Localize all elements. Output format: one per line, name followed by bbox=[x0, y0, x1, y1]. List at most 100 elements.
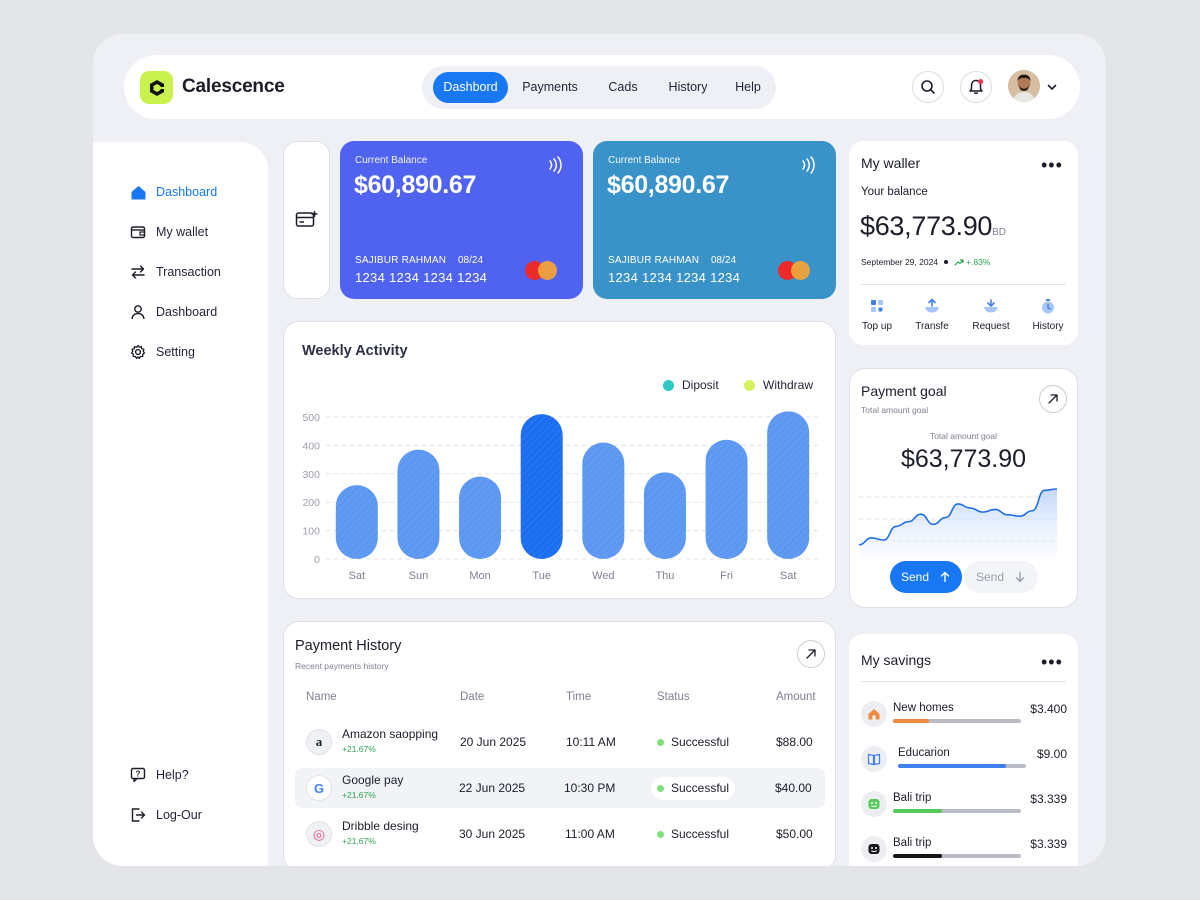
nav-payments[interactable]: Payments bbox=[522, 80, 578, 94]
arrow-up-right-icon bbox=[806, 649, 816, 659]
help-link[interactable]: ? Help? bbox=[129, 764, 189, 786]
book-icon bbox=[861, 746, 887, 772]
my-savings-panel: My savings ••• New homes $3.400 Educario… bbox=[849, 634, 1078, 866]
payment-history-panel: Payment History Recent payments history … bbox=[283, 621, 836, 866]
sidebar-item-transaction[interactable]: Transaction bbox=[129, 261, 221, 283]
savings-item[interactable]: New homes $3.400 bbox=[861, 696, 1067, 736]
nav-dashboard[interactable]: Dashbord bbox=[433, 72, 508, 103]
brand-logo-icon[interactable] bbox=[140, 71, 173, 104]
wallet-change: +.83% bbox=[966, 257, 991, 267]
divider bbox=[861, 284, 1066, 285]
history-action[interactable]: History bbox=[1022, 297, 1074, 332]
status-dot bbox=[657, 830, 664, 838]
table-row[interactable]: a Amazon saopping +21.67% 20 Jun 2025 10… bbox=[295, 722, 825, 762]
more-options-icon[interactable]: ••• bbox=[1041, 155, 1063, 175]
status-dot bbox=[657, 784, 664, 792]
chevron-down-icon[interactable] bbox=[1046, 80, 1058, 98]
google-logo-icon: G bbox=[306, 775, 332, 801]
search-button[interactable] bbox=[912, 71, 944, 103]
request-action[interactable]: Request bbox=[965, 297, 1017, 332]
savings-progress-fill bbox=[893, 719, 929, 723]
bar-texture bbox=[397, 449, 440, 559]
bar-texture bbox=[520, 414, 563, 559]
payment-date: 22 Jun 2025 bbox=[459, 781, 526, 795]
savings-name: Bali trip bbox=[893, 837, 932, 849]
weekly-activity-panel: Weekly Activity Diposit Withdraw 0 100 200… bbox=[283, 321, 836, 599]
sidebar-item-dashboard[interactable]: Dashboard bbox=[129, 181, 217, 203]
legend-withdraw: Withdraw bbox=[744, 378, 813, 392]
status-label: Successful bbox=[671, 735, 730, 749]
savings-amount: $3.339 bbox=[1030, 792, 1067, 806]
open-goal-button[interactable] bbox=[1039, 385, 1067, 413]
arrow-up-icon bbox=[940, 571, 950, 583]
bank-card-2[interactable]: Current Balance $60,890.67 SAJIBUR RAHMA… bbox=[593, 141, 836, 299]
logout-link[interactable]: Log-Our bbox=[129, 804, 202, 826]
savings-amount: $9.00 bbox=[1036, 747, 1067, 761]
y-tick-label: 0 bbox=[314, 554, 320, 566]
savings-progress bbox=[893, 719, 1021, 723]
column-status: Status bbox=[657, 691, 690, 703]
x-tick-label: Fri bbox=[720, 570, 733, 582]
notifications-button[interactable] bbox=[960, 71, 992, 103]
receive-button[interactable]: Send bbox=[964, 561, 1038, 593]
bar-texture bbox=[705, 439, 748, 559]
payment-goal-subtitle: Total amount goal bbox=[861, 405, 929, 415]
table-row[interactable]: ◎ Dribble desing +21.67% 30 Jun 2025 11:… bbox=[295, 814, 825, 854]
bank-card-1[interactable]: Current Balance $60,890.67 SAJIBUR RAHMA… bbox=[340, 141, 583, 299]
sidebar-item-my-wallet[interactable]: My wallet bbox=[129, 221, 208, 243]
user-avatar[interactable] bbox=[1008, 70, 1040, 102]
payment-change: +21.67% bbox=[342, 744, 376, 754]
payment-change: +21.67% bbox=[342, 790, 376, 800]
y-tick-label: 200 bbox=[302, 497, 320, 509]
savings-title: My savings bbox=[861, 652, 932, 668]
sidebar-item-setting[interactable]: Setting bbox=[129, 341, 195, 363]
status-badge: Successful bbox=[657, 735, 729, 749]
table-row[interactable]: G Google pay +21.67% 22 Jun 2025 10:30 P… bbox=[295, 768, 825, 808]
card-number: 1234 1234 1234 1234 bbox=[608, 270, 741, 285]
x-tick-label: Sat bbox=[780, 570, 797, 582]
legend-dot bbox=[744, 379, 755, 391]
bar-texture bbox=[335, 485, 378, 559]
action-label: Transfe bbox=[915, 321, 949, 332]
add-card-icon bbox=[295, 211, 317, 227]
nav-cards[interactable]: Cads bbox=[608, 80, 638, 94]
brand-name: Calescence bbox=[182, 76, 285, 97]
savings-amount: $3.339 bbox=[1030, 837, 1067, 851]
help-label: Help? bbox=[156, 768, 189, 782]
sidebar-item-profile[interactable]: Dashboard bbox=[129, 301, 217, 323]
bar-texture bbox=[459, 476, 502, 559]
nav-help[interactable]: Help bbox=[735, 80, 761, 94]
transfer-action[interactable]: Transfe bbox=[906, 297, 958, 332]
your-balance-label: Your balance bbox=[861, 186, 928, 198]
savings-progress-fill bbox=[893, 809, 942, 813]
card-expiry: 08/24 bbox=[458, 255, 484, 266]
savings-item[interactable]: Educarion $9.00 bbox=[861, 741, 1067, 781]
card-number: 1234 1234 1234 1234 bbox=[355, 270, 488, 285]
more-options-icon[interactable]: ••• bbox=[1041, 652, 1063, 672]
send-button[interactable]: Send bbox=[890, 561, 962, 593]
divider bbox=[861, 681, 1066, 682]
nav-history[interactable]: History bbox=[668, 80, 708, 94]
sidebar-item-label: Dashboard bbox=[156, 305, 218, 319]
savings-item[interactable]: Bali trip $3.339 bbox=[861, 786, 1067, 826]
bar-texture bbox=[767, 411, 810, 559]
card-holder-name: SAJIBUR RAHMAN bbox=[608, 255, 700, 266]
transfer-arrows-icon bbox=[129, 263, 147, 281]
svg-text:?: ? bbox=[136, 770, 141, 779]
weekly-activity-title: Weekly Activity bbox=[302, 343, 408, 359]
card-balance-amount: $60,890.67 bbox=[607, 171, 730, 199]
payment-date: 30 Jun 2025 bbox=[459, 827, 526, 841]
payment-goal-title: Payment goal bbox=[861, 383, 947, 399]
my-wallet-panel: My waller ••• Your balance $63,773.90BD … bbox=[849, 141, 1078, 345]
top-up-action[interactable]: Top up bbox=[851, 297, 903, 332]
status-pill bbox=[651, 777, 735, 800]
wallet-date-row: September 29, 2024 +.83% bbox=[861, 257, 990, 267]
savings-item[interactable]: Bali trip $3.339 bbox=[861, 831, 1067, 866]
open-history-button[interactable] bbox=[797, 640, 825, 668]
payment-time: 10:11 AM bbox=[566, 735, 616, 749]
savings-progress-fill bbox=[893, 854, 942, 858]
add-card-button[interactable] bbox=[283, 141, 330, 299]
wallet-date: September 29, 2024 bbox=[861, 257, 939, 267]
goal-area bbox=[859, 489, 1057, 559]
mastercard-logo-icon bbox=[525, 261, 559, 281]
